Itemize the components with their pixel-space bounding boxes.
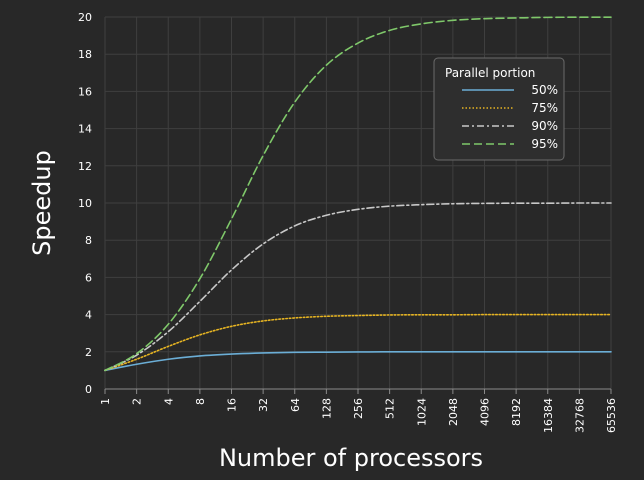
x-tick-label: 32 <box>257 398 270 412</box>
x-tick-label: 256 <box>352 398 365 419</box>
x-tick-label: 2 <box>131 398 144 405</box>
y-tick-label: 20 <box>78 11 92 24</box>
x-tick-label: 512 <box>384 398 397 419</box>
x-tick-label: 32768 <box>573 398 586 433</box>
legend-label: 90% <box>531 119 558 133</box>
y-tick-label: 12 <box>78 160 92 173</box>
y-axis-title: Speedup <box>28 150 56 256</box>
y-tick-label: 8 <box>85 234 92 247</box>
axes: 1 2 4 8 16 32 64 128 256 512 1024 2048 4096 8192 16384… <box>78 11 618 433</box>
legend-title: Parallel portion <box>445 66 535 80</box>
y-tick-label: 4 <box>85 309 92 322</box>
x-tick-label: 8192 <box>510 398 523 426</box>
series-line-75pct <box>104 313 612 372</box>
y-tick-label: 14 <box>78 123 92 136</box>
y-tick-label: 6 <box>85 271 92 284</box>
x-tick-label: 16 <box>226 398 239 412</box>
y-tick-label: 2 <box>85 346 92 359</box>
x-axis-title: Number of processors <box>219 444 483 472</box>
y-tick-label: 18 <box>78 48 92 61</box>
series-lines <box>104 16 612 372</box>
x-tick-label: 64 <box>289 398 302 412</box>
x-tick-label: 1 <box>99 398 112 405</box>
series-line-95pct <box>104 16 612 372</box>
x-tick-label: 65536 <box>605 398 618 433</box>
legend-label: 50% <box>531 83 558 97</box>
legend-box <box>433 57 565 161</box>
x-tick-label: 4 <box>162 398 175 405</box>
x-tick-label: 128 <box>320 398 333 419</box>
x-tick-label: 1024 <box>415 398 428 426</box>
x-tick-label: 8 <box>194 398 207 405</box>
legend: Parallel portion 50% 75% 90% 95% <box>433 57 565 161</box>
legend-label: 75% <box>531 101 558 115</box>
y-tick-label: 0 <box>85 383 92 396</box>
x-tick-label: 4096 <box>479 398 492 426</box>
series-line-90pct <box>104 202 612 372</box>
x-tick-label: 2048 <box>447 398 460 426</box>
series-line-50pct <box>104 350 612 372</box>
x-tick-label: 16384 <box>542 398 555 433</box>
legend-label: 95% <box>531 137 558 151</box>
y-tick-label: 10 <box>78 197 92 210</box>
y-tick-label: 16 <box>78 85 92 98</box>
